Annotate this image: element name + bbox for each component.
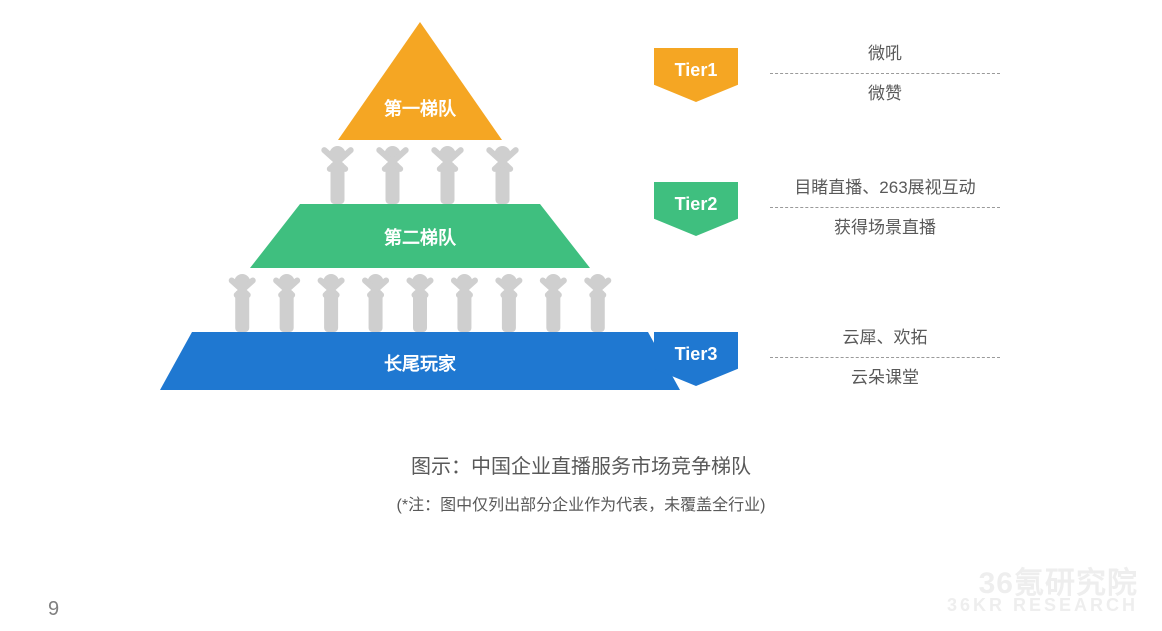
- tier-example-line: 获得场景直播: [770, 212, 1000, 243]
- pyramid-tier-label: 第二梯队: [250, 224, 590, 250]
- tier-example-line: 目睹直播、263展视互动: [770, 172, 1000, 203]
- figure-caption: 图示：中国企业直播服务市场竞争梯队 (*注：图中仅列出部分企业作为代表，未覆盖全行…: [0, 450, 1162, 515]
- tier-example-divider: [770, 357, 1000, 358]
- tier-example-line: 微吼: [770, 38, 1000, 69]
- pyramid-tier-tier1: [338, 22, 502, 140]
- tier-badge-tier2: Tier2: [654, 182, 738, 236]
- figure-caption-main: 图示：中国企业直播服务市场竞争梯队: [0, 450, 1162, 479]
- figure-caption-note: (*注：图中仅列出部分企业作为代表，未覆盖全行业): [0, 491, 1162, 515]
- tier-badge-label: Tier2: [675, 194, 718, 215]
- watermark-en: 36KR RESEARCH: [947, 595, 1138, 616]
- tier-badge-tier1: Tier1: [654, 48, 738, 102]
- tier-example-divider: [770, 207, 1000, 208]
- tier-badge-label: Tier3: [675, 344, 718, 365]
- pyramid-tier-label: 长尾玩家: [160, 350, 680, 376]
- people-row-tier2: [220, 268, 620, 332]
- tier-badge-label: Tier1: [675, 60, 718, 81]
- tier-examples-tier3: 云犀、欢拓云朵课堂: [770, 322, 1000, 393]
- people-row-tier1: [310, 140, 530, 204]
- tier-example-divider: [770, 73, 1000, 74]
- tier-examples-tier1: 微吼微赞: [770, 38, 1000, 109]
- pyramid-tier-label: 第一梯队: [338, 95, 502, 121]
- tier-example-line: 微赞: [770, 78, 1000, 109]
- tier-examples-tier2: 目睹直播、263展视互动获得场景直播: [770, 172, 1000, 243]
- tier-badge-tier3: Tier3: [654, 332, 738, 386]
- page-number: 9: [48, 598, 59, 621]
- tier-example-line: 云犀、欢拓: [770, 322, 1000, 353]
- tier-example-line: 云朵课堂: [770, 362, 1000, 393]
